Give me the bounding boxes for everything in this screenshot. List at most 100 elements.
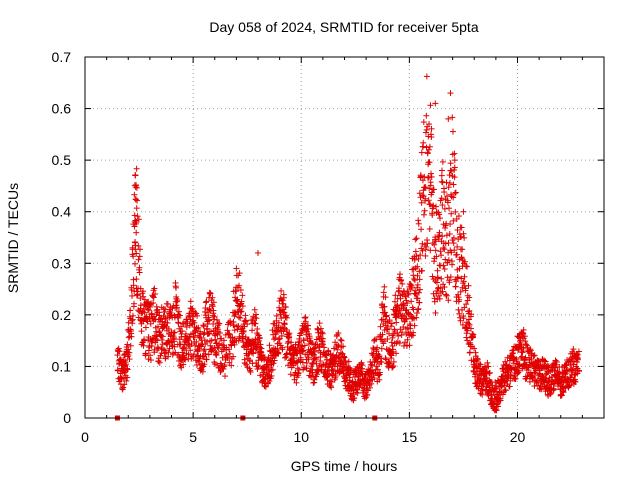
data-point: [322, 351, 329, 358]
data-point: [121, 362, 128, 369]
data-point: [252, 346, 259, 353]
data-point: [171, 343, 178, 350]
data-point: [242, 360, 249, 367]
data-point: [415, 217, 422, 224]
data-point: [313, 356, 320, 363]
data-point: [180, 361, 187, 368]
data-point: [410, 329, 417, 336]
data-point: [423, 126, 430, 133]
data-point: [390, 330, 397, 337]
data-point: [187, 298, 194, 305]
data-point: [128, 333, 135, 340]
data-point: [326, 363, 333, 370]
data-point: [317, 325, 324, 332]
data-point: [408, 284, 415, 291]
data-point: [434, 274, 441, 281]
data-point: [433, 253, 440, 260]
data-point: [278, 287, 285, 294]
data-point: [401, 289, 408, 296]
data-point: [203, 298, 210, 305]
data-point: [397, 295, 404, 302]
data-point: [387, 323, 394, 330]
data-point: [433, 279, 440, 286]
data-point: [231, 341, 238, 348]
data-point: [421, 173, 428, 180]
data-point: [438, 178, 445, 185]
data-point: [366, 377, 373, 384]
data-point: [331, 357, 338, 364]
data-point: [235, 314, 242, 321]
data-point: [157, 352, 164, 359]
data-point: [332, 372, 339, 379]
data-point: [339, 350, 346, 357]
x-axis-label: GPS time / hours: [291, 458, 398, 474]
data-point: [201, 361, 208, 368]
data-point: [207, 290, 214, 297]
data-point: [438, 167, 445, 174]
data-point: [436, 211, 443, 218]
data-point: [175, 308, 182, 315]
data-point: [436, 229, 443, 236]
data-point: [203, 356, 210, 363]
data-point: [452, 283, 459, 290]
data-point: [422, 195, 429, 202]
data-point: [126, 349, 133, 356]
data-point: [244, 321, 251, 328]
data-point: [171, 329, 178, 336]
data-point: [351, 395, 358, 402]
data-point: [388, 352, 395, 359]
data-point: [388, 339, 395, 346]
data-point: [283, 314, 290, 321]
data-point: [226, 350, 233, 357]
data-point: [268, 372, 275, 379]
data-point: [446, 180, 453, 187]
data-point: [153, 336, 160, 343]
y-tick-label: 0.2: [52, 307, 72, 323]
data-point: [210, 320, 217, 327]
data-point: [378, 359, 385, 366]
data-point: [224, 354, 231, 361]
data-point: [436, 295, 443, 302]
data-point: [125, 334, 132, 341]
data-point: [116, 348, 123, 355]
data-point: [423, 112, 430, 119]
data-point: [437, 215, 444, 222]
data-point: [321, 344, 328, 351]
data-point: [305, 356, 312, 363]
data-point: [404, 300, 411, 307]
data-point: [136, 269, 143, 276]
data-point: [178, 364, 185, 371]
data-point: [222, 373, 229, 380]
data-point: [449, 128, 456, 135]
data-point: [221, 363, 228, 370]
y-axis-label: SRMTID / TECUs: [5, 183, 21, 293]
data-point: [412, 290, 419, 297]
data-point: [135, 256, 142, 263]
data-point: [410, 272, 417, 279]
data-point: [129, 312, 136, 319]
data-point: [280, 328, 287, 335]
data-point: [432, 309, 439, 316]
data-point: [124, 366, 131, 373]
data-point: [486, 369, 493, 376]
data-point: [279, 297, 286, 304]
data-point: [351, 374, 358, 381]
data-point: [441, 284, 448, 291]
data-point: [175, 320, 182, 327]
data-point: [154, 323, 161, 330]
data-point: [418, 199, 425, 206]
data-point: [417, 286, 424, 293]
data-point: [420, 139, 427, 146]
data-point: [381, 283, 388, 290]
data-point: [345, 358, 352, 365]
data-point: [205, 351, 212, 358]
data-point: [131, 300, 138, 307]
data-point: [238, 298, 245, 305]
data-point: [283, 326, 290, 333]
data-point: [156, 328, 163, 335]
data-point: [425, 174, 432, 181]
x-tick-label: 20: [510, 429, 526, 445]
data-point: [165, 349, 172, 356]
data-point: [418, 267, 425, 274]
data-point: [382, 294, 389, 301]
